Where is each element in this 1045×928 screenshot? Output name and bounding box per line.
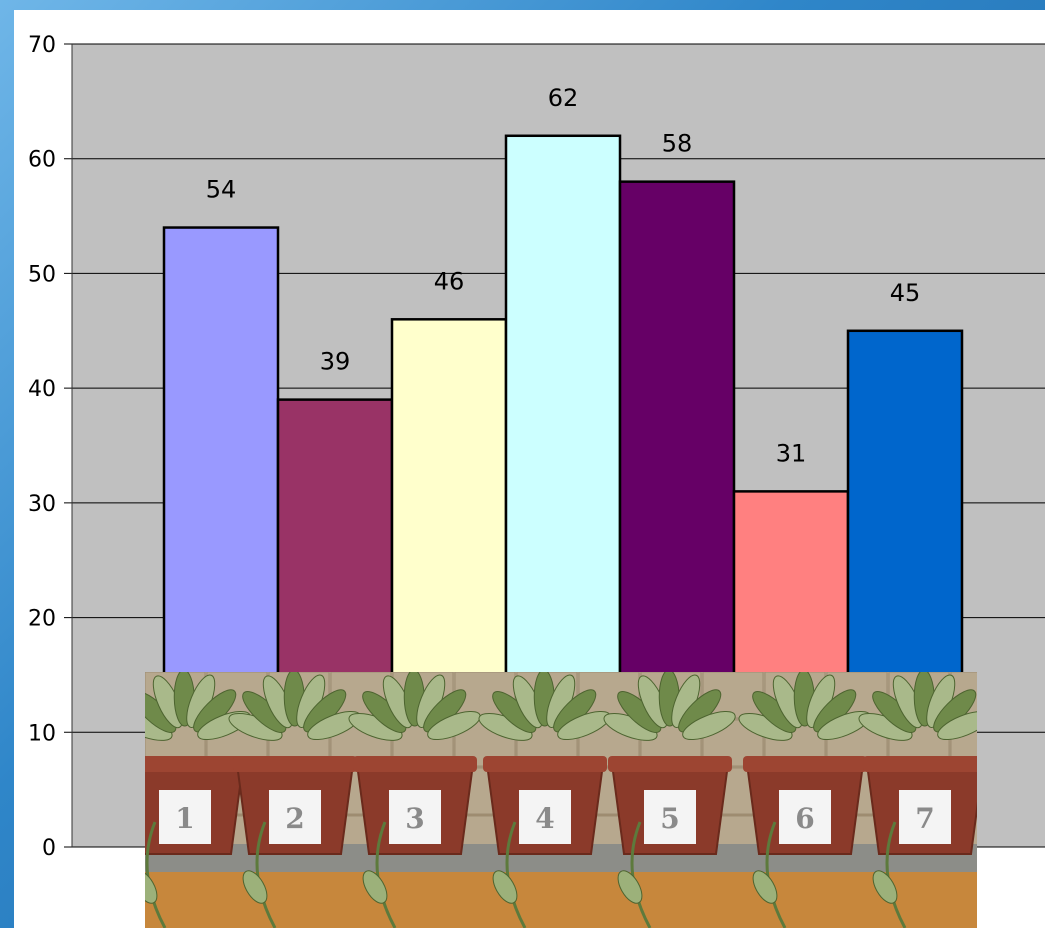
y-tick-label: 40 [28,377,56,402]
flower-pot: 1 [145,672,251,928]
flower-pot: 7 [858,672,977,928]
y-tick-label: 30 [28,492,56,517]
flower-pot: 5 [603,672,736,928]
pot-number-label: 5 [660,802,679,835]
data-label: 62 [548,84,579,112]
pot-number-label: 2 [285,802,304,835]
y-tick-label: 50 [28,262,56,287]
shelf-front [145,872,977,928]
data-label: 46 [434,267,465,295]
pot-number-label: 4 [535,802,554,835]
data-label: 31 [776,439,807,467]
pot-number-label: 1 [175,802,194,835]
flower-pot: 4 [478,672,611,928]
data-label: 45 [890,279,921,307]
y-tick-label: 60 [28,148,56,173]
pot-number-label: 3 [405,802,424,835]
flower-pot: 2 [228,672,361,928]
flower-pot: 3 [348,672,481,928]
plant-pots-photo: 1 2 3 4 5 6 7 [145,672,977,928]
data-label: 58 [662,130,693,158]
y-tick-label: 0 [42,836,56,861]
pot-number-label: 7 [915,802,934,835]
y-tick-label: 10 [28,721,56,746]
data-label: 54 [206,176,237,204]
y-tick-label: 70 [28,33,56,58]
y-axis: 0 10 20 30 40 50 60 70 [28,33,73,861]
data-label: 39 [320,348,351,376]
data-labels: 54 39 46 62 58 31 45 [206,84,921,468]
y-tick-label: 20 [28,607,56,632]
pot-number-label: 6 [795,802,814,835]
